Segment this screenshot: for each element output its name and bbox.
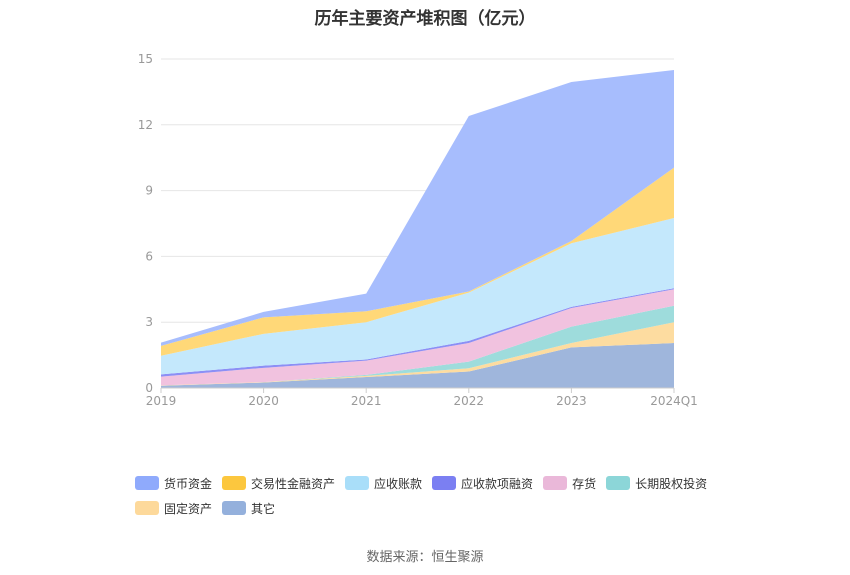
x-tick-label: 2019 bbox=[146, 394, 177, 408]
data-source: 数据来源：恒生聚源 bbox=[0, 546, 850, 565]
legend-swatch bbox=[135, 501, 159, 515]
legend-swatch bbox=[222, 501, 246, 515]
legend-label: 其它 bbox=[251, 500, 275, 517]
area-layer bbox=[161, 70, 674, 388]
legend-swatch bbox=[135, 476, 159, 490]
legend-item-other[interactable]: 其它 bbox=[222, 497, 275, 519]
y-tick-label: 15 bbox=[138, 52, 153, 66]
legend-swatch bbox=[345, 476, 369, 490]
x-tick-label: 2020 bbox=[248, 394, 279, 408]
x-tick-label: 2023 bbox=[556, 394, 587, 408]
legend-label: 应收账款 bbox=[374, 475, 422, 492]
legend-item-long-term-equity[interactable]: 长期股权投资 bbox=[606, 472, 707, 494]
legend-item-receivables-financing[interactable]: 应收款项融资 bbox=[432, 472, 533, 494]
legend-label: 应收款项融资 bbox=[461, 475, 533, 492]
legend-item-cash[interactable]: 货币资金 bbox=[135, 472, 212, 494]
legend-label: 货币资金 bbox=[164, 475, 212, 492]
legend-label: 长期股权投资 bbox=[635, 475, 707, 492]
legend-item-fixed-assets[interactable]: 固定资产 bbox=[135, 497, 212, 519]
legend-swatch bbox=[222, 476, 246, 490]
legend-label: 固定资产 bbox=[164, 500, 212, 517]
legend-label: 交易性金融资产 bbox=[251, 475, 335, 492]
y-tick-label: 6 bbox=[145, 249, 153, 263]
legend: 货币资金 交易性金融资产 应收账款 应收款项融资 存货 长期股权投资 固定资产 … bbox=[135, 472, 775, 522]
y-tick-label: 12 bbox=[138, 118, 153, 132]
y-tick-label: 0 bbox=[145, 381, 153, 395]
x-tick-label: 2022 bbox=[454, 394, 485, 408]
y-tick-label: 9 bbox=[145, 184, 153, 198]
legend-row-1: 货币资金 交易性金融资产 应收账款 应收款项融资 存货 长期股权投资 bbox=[135, 472, 775, 494]
legend-swatch bbox=[432, 476, 456, 490]
legend-row-2: 固定资产 其它 bbox=[135, 497, 775, 519]
legend-swatch bbox=[543, 476, 567, 490]
legend-item-trading-assets[interactable]: 交易性金融资产 bbox=[222, 472, 335, 494]
legend-item-receivables[interactable]: 应收账款 bbox=[345, 472, 422, 494]
legend-swatch bbox=[606, 476, 630, 490]
x-tick-label: 2024Q1 bbox=[650, 394, 698, 408]
legend-label: 存货 bbox=[572, 475, 596, 492]
x-tick-label: 2021 bbox=[351, 394, 382, 408]
y-tick-label: 3 bbox=[145, 315, 153, 329]
legend-item-inventory[interactable]: 存货 bbox=[543, 472, 596, 494]
